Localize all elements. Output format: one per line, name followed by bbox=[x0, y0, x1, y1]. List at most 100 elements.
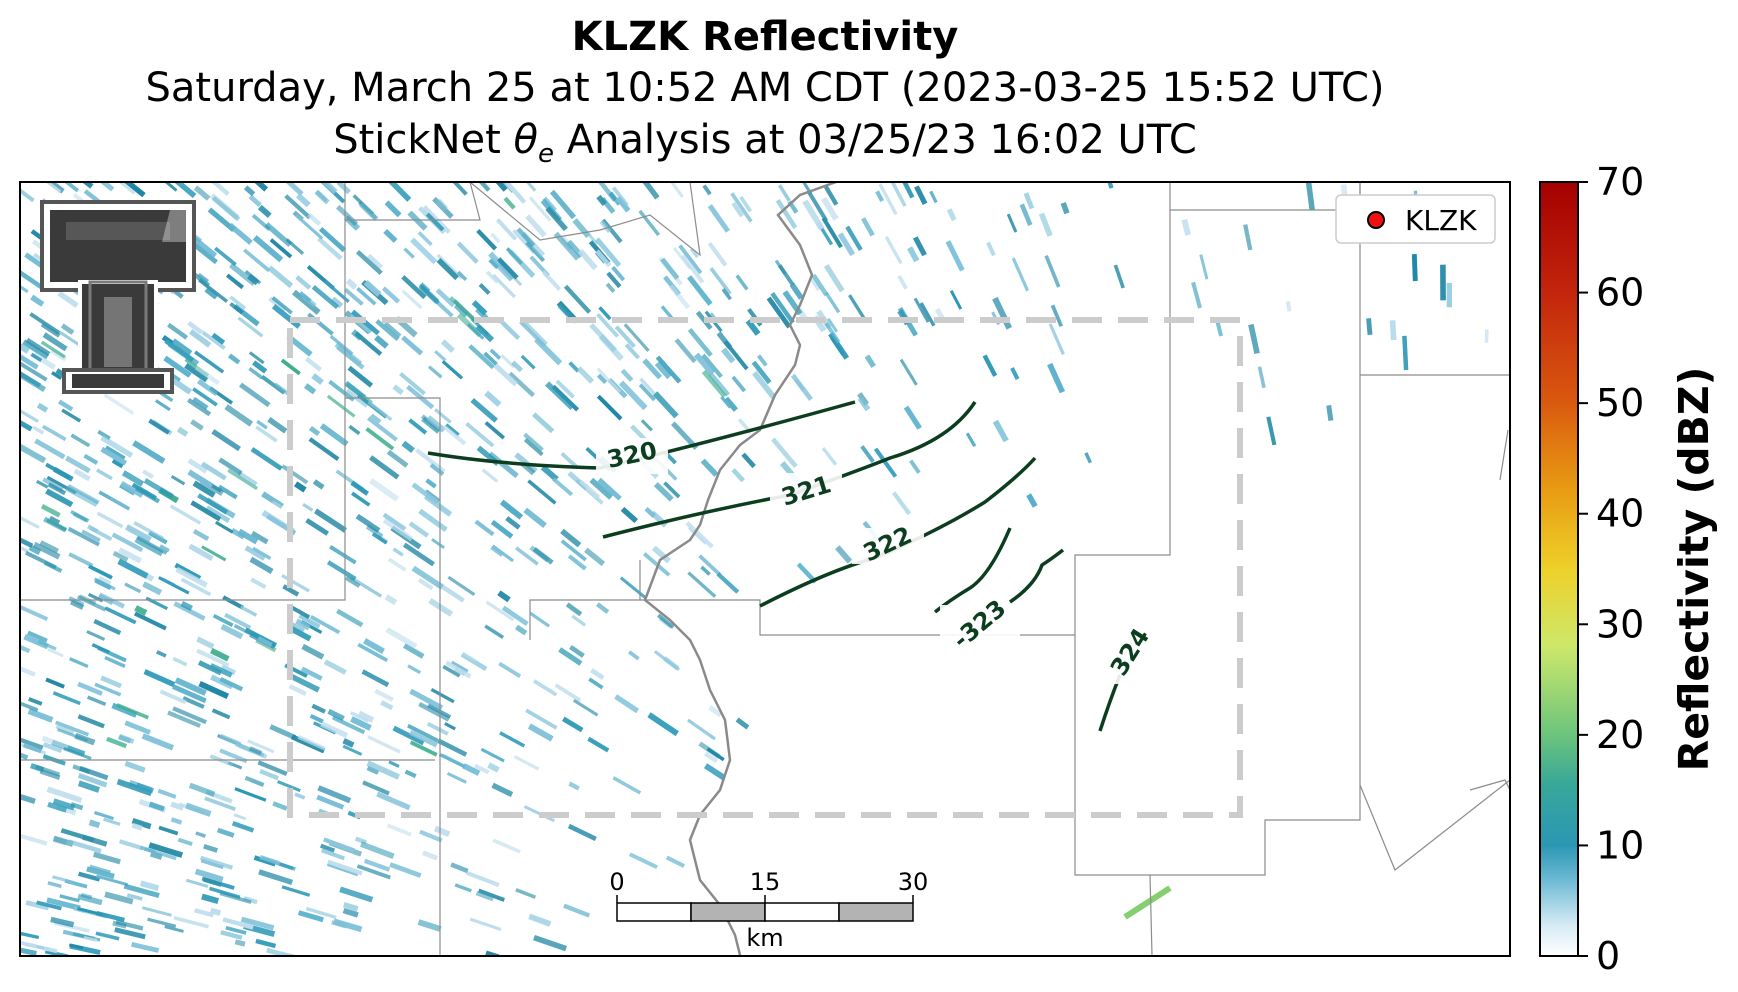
reflectivity-gate bbox=[67, 526, 100, 547]
reflectivity-gate bbox=[233, 623, 251, 636]
reflectivity-gate bbox=[357, 710, 375, 723]
reflectivity-gate bbox=[929, 190, 938, 204]
reflectivity-gate bbox=[201, 545, 227, 562]
reflectivity-gate bbox=[408, 418, 428, 435]
reflectivity-gate bbox=[442, 424, 467, 446]
reflectivity-gate bbox=[366, 760, 400, 780]
reflectivity-gate bbox=[386, 823, 412, 837]
reflectivity-gate bbox=[296, 193, 311, 208]
reflectivity-gate bbox=[250, 530, 269, 545]
reflectivity-gate bbox=[468, 344, 495, 370]
reflectivity-gate bbox=[172, 684, 207, 704]
reflectivity-gate bbox=[465, 421, 495, 448]
title-line-3-prefix: StickNet bbox=[333, 117, 514, 163]
reflectivity-gate bbox=[194, 908, 214, 918]
reflectivity-gate bbox=[383, 228, 398, 243]
reflectivity-gate bbox=[615, 195, 631, 213]
title-line-2: Saturday, March 25 at 10:52 AM CDT (2023… bbox=[145, 65, 1385, 111]
reflectivity-gate bbox=[369, 478, 399, 502]
reflectivity-gate bbox=[20, 353, 39, 370]
reflectivity-gate bbox=[365, 427, 395, 451]
reflectivity-gate bbox=[572, 698, 599, 717]
reflectivity-gate bbox=[268, 296, 287, 313]
reflectivity-gate bbox=[807, 191, 828, 222]
county-line bbox=[1499, 429, 1509, 481]
reflectivity-gate bbox=[294, 792, 306, 800]
reflectivity-gate bbox=[43, 516, 67, 533]
reflectivity-gate bbox=[642, 182, 660, 200]
reflectivity-gate bbox=[721, 288, 732, 301]
analysis-domain-box bbox=[287, 317, 1243, 818]
reflectivity-gate bbox=[266, 947, 300, 956]
reflectivity-gate bbox=[297, 910, 324, 923]
reflectivity-gate bbox=[200, 858, 224, 870]
map-background bbox=[20, 182, 1510, 956]
reflectivity-gate bbox=[256, 419, 268, 430]
reflectivity-gate bbox=[175, 566, 208, 588]
reflectivity-gate bbox=[1243, 224, 1253, 251]
reflectivity-gate bbox=[385, 627, 418, 649]
reflectivity-gate bbox=[407, 664, 422, 675]
reflectivity-gate bbox=[1326, 405, 1334, 421]
reflectivity-gate bbox=[39, 768, 61, 780]
reflectivity-gate bbox=[60, 828, 95, 843]
reflectivity-gate bbox=[194, 350, 225, 374]
reflectivity-gate bbox=[40, 340, 66, 359]
reflectivity-gate bbox=[599, 220, 612, 233]
reflectivity-gate bbox=[211, 429, 241, 452]
reflectivity-gate bbox=[375, 319, 400, 342]
reflectivity-gate bbox=[498, 661, 522, 678]
reflectivity-gate bbox=[356, 864, 391, 880]
reflectivity-gate bbox=[731, 201, 744, 218]
reflectivity-gate bbox=[237, 316, 264, 338]
reflectivity-gate bbox=[86, 630, 106, 641]
reflectivity-gate bbox=[257, 204, 272, 218]
reflectivity-gate bbox=[449, 296, 477, 323]
reflectivity-gate bbox=[366, 765, 380, 775]
reflectivity-gate bbox=[628, 650, 640, 661]
reflectivity-gate bbox=[446, 772, 467, 784]
county-line bbox=[469, 182, 701, 257]
reflectivity-gate bbox=[560, 528, 582, 548]
reflectivity-gate bbox=[20, 947, 37, 956]
reflectivity-gate bbox=[418, 508, 448, 533]
reflectivity-gate bbox=[177, 837, 193, 847]
reflectivity-gate bbox=[835, 545, 853, 564]
reflectivity-gate bbox=[249, 556, 274, 574]
reflectivity-gate bbox=[329, 545, 357, 565]
colorbar: 0 10 20 30 40 50 60 70 Reflectivity (dBZ) bbox=[1539, 160, 1718, 978]
reflectivity-gate bbox=[30, 352, 43, 363]
reflectivity-gate bbox=[1215, 320, 1224, 337]
reflectivity-gate bbox=[214, 520, 234, 534]
reflectivity-gate bbox=[104, 655, 126, 669]
reflectivity-gate bbox=[194, 365, 220, 386]
reflectivity-gate bbox=[751, 360, 772, 385]
reflectivity-gate bbox=[210, 648, 230, 662]
reflectivity-gate bbox=[363, 279, 382, 297]
reflectivity-gate bbox=[1060, 201, 1070, 215]
reflectivity-gate bbox=[441, 360, 464, 380]
reflectivity-gate bbox=[77, 714, 105, 729]
reflectivity-gate bbox=[250, 577, 267, 589]
reflectivity-gate bbox=[624, 343, 641, 360]
reflectivity-gate bbox=[25, 337, 51, 357]
reflectivity-gate bbox=[319, 843, 336, 853]
reflectivity-gate bbox=[481, 468, 499, 483]
reflectivity-gate bbox=[770, 292, 795, 324]
reflectivity-gate bbox=[450, 660, 469, 674]
reflectivity-gate bbox=[638, 383, 656, 402]
reflectivity-gate bbox=[317, 785, 352, 804]
reflectivity-gate bbox=[642, 552, 671, 577]
reflectivity-gate bbox=[280, 358, 301, 376]
reflectivity-gate bbox=[587, 736, 610, 753]
reflectivity-gate bbox=[142, 581, 163, 596]
reflectivity-gate bbox=[720, 396, 732, 409]
reflectivity-gate bbox=[598, 306, 612, 321]
reflectivity-gate bbox=[445, 423, 460, 437]
reflectivity-gate bbox=[114, 927, 146, 940]
reflectivity-gate bbox=[180, 577, 212, 597]
reflectivity-gate bbox=[96, 511, 124, 529]
reflectivity-gate bbox=[706, 747, 725, 762]
reflectivity-gate bbox=[273, 382, 290, 396]
reflectivity-gate bbox=[172, 706, 207, 725]
